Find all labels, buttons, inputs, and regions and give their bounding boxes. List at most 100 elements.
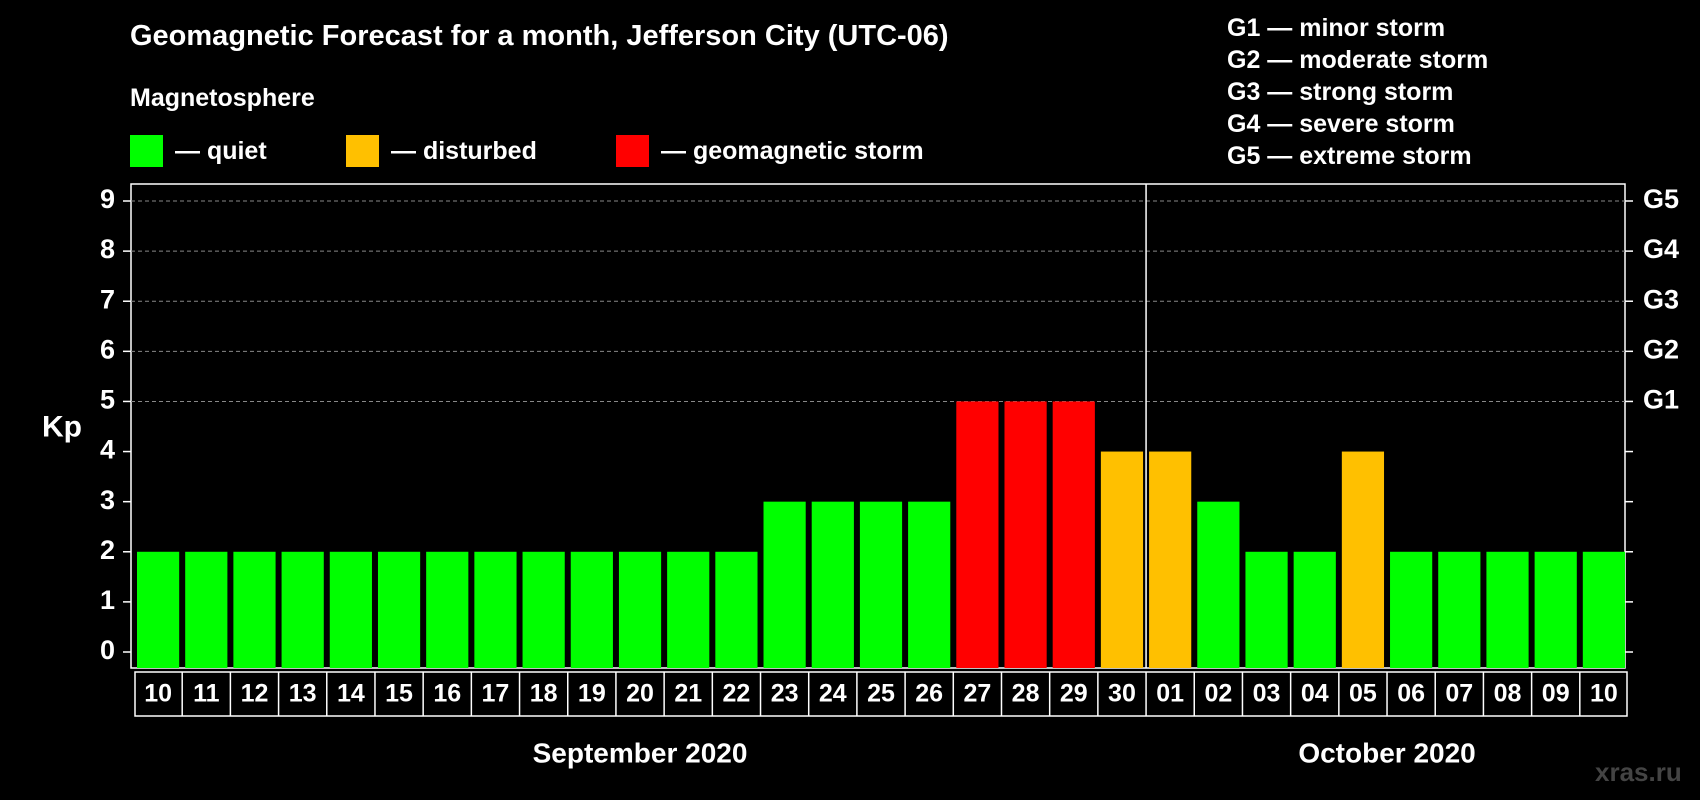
day-label: 29 <box>1060 680 1088 708</box>
bar <box>377 551 421 668</box>
legend-label-storm: — geomagnetic storm <box>661 136 924 165</box>
legend-label-disturbed: — disturbed <box>391 136 537 165</box>
g-axis-label: G4 <box>1643 234 1679 264</box>
legend-item-disturbed: — disturbed <box>346 135 537 167</box>
bar <box>1245 551 1288 668</box>
y-tick-label: 0 <box>100 635 115 665</box>
y-tick-label: 1 <box>100 585 115 615</box>
g-axis-label: G2 <box>1643 334 1679 364</box>
legend-title: Magnetosphere <box>130 84 315 112</box>
bar <box>137 551 180 668</box>
day-label: 03 <box>1253 680 1281 708</box>
day-label: 01 <box>1156 680 1184 708</box>
bar <box>1052 401 1095 668</box>
bar <box>859 501 903 668</box>
day-label: 06 <box>1397 680 1425 708</box>
bar <box>329 551 372 668</box>
bar <box>185 551 228 668</box>
day-label: 19 <box>578 680 606 708</box>
y-tick-label: 4 <box>100 435 115 465</box>
y-tick-label: 8 <box>100 234 115 264</box>
bar <box>956 401 999 668</box>
bar <box>522 551 565 668</box>
storm-level-g4: G4 — severe storm <box>1227 110 1455 138</box>
y-tick-label: 6 <box>100 334 115 364</box>
y-tick-label: 2 <box>100 535 115 565</box>
y-tick-label: 7 <box>100 284 115 314</box>
bar <box>570 551 613 668</box>
bar <box>1438 551 1481 668</box>
bar <box>763 501 806 668</box>
storm-level-g2: G2 — moderate storm <box>1227 46 1489 74</box>
day-label-strip <box>134 671 1628 717</box>
bar <box>1293 551 1336 668</box>
legend-swatch-storm <box>616 135 649 167</box>
bar <box>908 501 951 668</box>
day-label: 12 <box>241 680 269 708</box>
y-tick-label: 9 <box>100 184 115 214</box>
day-label: 21 <box>674 680 702 708</box>
day-label: 28 <box>1012 680 1040 708</box>
day-label: 20 <box>626 680 654 708</box>
bar <box>1197 501 1240 668</box>
day-label: 08 <box>1494 680 1522 708</box>
day-label: 09 <box>1542 680 1570 708</box>
g-axis-label: G5 <box>1643 184 1679 214</box>
day-label: 15 <box>385 680 413 708</box>
storm-level-g3: G3 — strong storm <box>1227 78 1454 106</box>
y-axis-label: Kp <box>42 410 82 443</box>
day-label: 16 <box>433 680 461 708</box>
day-label: 10 <box>144 680 172 708</box>
bar <box>1486 551 1529 668</box>
day-label: 14 <box>337 680 365 708</box>
legend-swatch-quiet <box>130 135 163 167</box>
storm-level-legend: G1 — minor storm G2 — moderate storm G3 … <box>1227 12 1488 172</box>
day-label: 22 <box>723 680 751 708</box>
bar <box>1341 451 1385 668</box>
bar <box>715 551 758 668</box>
day-label: 30 <box>1108 680 1136 708</box>
g-axis-label: G3 <box>1643 284 1679 314</box>
storm-level-g1: G1 — minor storm <box>1227 14 1446 42</box>
bar <box>667 551 710 668</box>
legend-swatch-disturbed <box>346 135 379 167</box>
month-label: October 2020 <box>1298 737 1475 768</box>
day-label: 05 <box>1349 680 1377 708</box>
day-label: 10 <box>1590 680 1618 708</box>
chart-title: Geomagnetic Forecast for a month, Jeffer… <box>130 20 949 52</box>
storm-level-g5: G5 — extreme storm <box>1227 142 1472 170</box>
bar <box>811 501 854 668</box>
month-label: September 2020 <box>533 737 748 768</box>
day-label: 26 <box>915 680 943 708</box>
bar <box>1534 551 1577 668</box>
day-label: 23 <box>771 680 799 708</box>
day-label: 24 <box>819 680 847 708</box>
legend-label-quiet: — quiet <box>175 136 267 165</box>
bar <box>1100 451 1144 668</box>
bar <box>618 551 662 668</box>
legend-item-storm: — geomagnetic storm <box>616 135 924 167</box>
day-label: 02 <box>1204 680 1232 708</box>
bar <box>1149 451 1192 668</box>
day-label: 18 <box>530 680 558 708</box>
bar <box>474 551 517 668</box>
legend-item-quiet: — quiet <box>130 135 267 167</box>
bar <box>1582 551 1625 668</box>
y-tick-label: 3 <box>100 485 115 515</box>
watermark: xras.ru <box>1595 757 1682 787</box>
day-label: 17 <box>482 680 510 708</box>
bar <box>233 551 276 668</box>
day-label: 11 <box>193 680 220 708</box>
bar <box>1390 551 1433 668</box>
day-label: 04 <box>1301 680 1329 708</box>
day-label: 27 <box>963 680 991 708</box>
day-label: 13 <box>289 680 317 708</box>
y-tick-label: 5 <box>100 385 115 415</box>
day-label: 07 <box>1445 680 1473 708</box>
g-axis-label: G1 <box>1643 385 1679 415</box>
bar <box>1004 401 1047 668</box>
bar <box>426 551 469 668</box>
bar <box>281 551 324 668</box>
day-label: 25 <box>867 680 895 708</box>
